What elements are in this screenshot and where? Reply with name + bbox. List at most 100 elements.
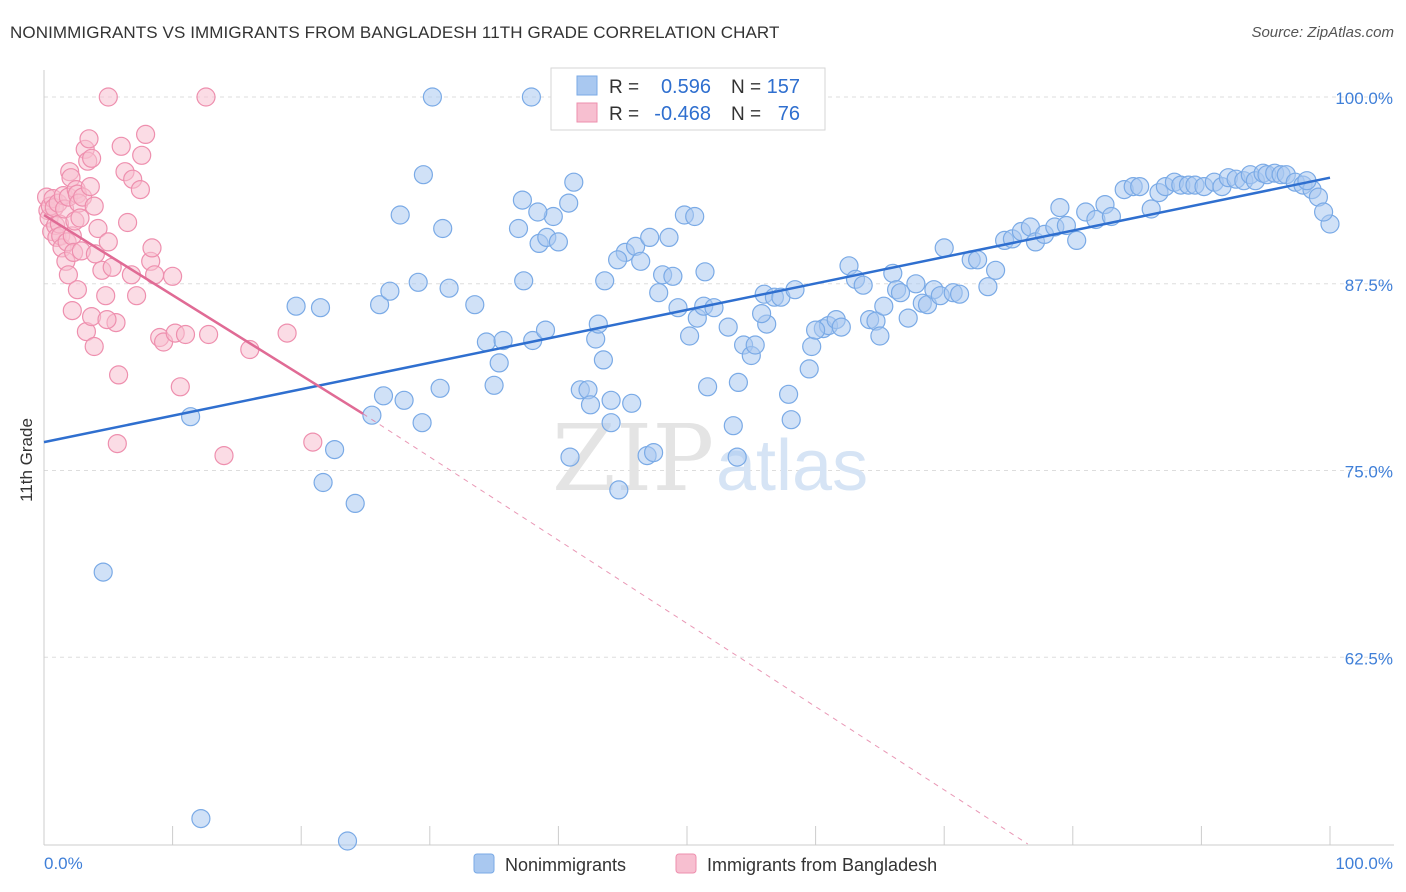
data-point [130,180,150,200]
data-point [98,232,118,252]
data-point [117,212,138,233]
data-point [870,326,890,346]
data-point [695,262,715,282]
data-point [175,324,196,345]
stats-r-label-pink: R = [609,104,639,125]
data-point [728,372,749,392]
y-axis-label: 11th Grade [17,418,36,502]
x-tick-label: 100.0% [1335,854,1393,873]
data-point [313,472,333,493]
stats-r-label-blue: R = [609,77,639,98]
legend-swatch-nonimmigrants [473,853,495,874]
data-point [98,87,118,107]
data-point [593,350,614,370]
data-point [390,205,410,225]
data-point [107,434,127,454]
stats-n-value-blue: 157 [767,76,800,98]
data-point [84,336,104,357]
data-point [799,359,819,379]
data-point [805,320,826,340]
data-point [422,87,442,107]
data-point [303,432,323,452]
watermark: ZIP atlas [552,405,868,512]
data-point [559,193,579,213]
data-point [62,301,82,321]
data-point [727,447,747,467]
data-point [362,405,382,425]
data-point [199,324,219,345]
trend-lines [43,176,1331,845]
data-point [853,275,873,295]
source-label: Source: ZipAtlas.com [1251,24,1394,41]
data-point [697,377,718,397]
stats-r-value-pink: -0.468 [654,103,711,125]
data-point [802,336,822,357]
data-point [649,283,669,303]
stats-n-value-pink: 76 [778,103,800,125]
data-point [514,271,534,291]
data-point [521,87,542,107]
data-point [607,250,628,270]
x-tick-label: 0.0% [44,854,83,873]
data-point [84,196,104,216]
data-point [97,310,117,330]
data-point [643,443,664,463]
data-point [967,250,988,270]
data-point [489,353,509,373]
stats-n-label-pink: N = [731,104,761,125]
data-point [640,227,660,247]
data-point [718,317,738,337]
data-point [88,218,108,239]
data-point [80,177,100,197]
legend-label-bangladesh: Immigrants from Bangladesh [707,855,937,875]
data-point [985,260,1006,280]
data-point [93,562,113,582]
data-point [1050,198,1070,218]
data-point [508,218,529,239]
data-point [609,480,629,500]
trend-line-nonimmigrants [43,176,1331,444]
y-tick-label: 100.0% [1335,89,1393,108]
data-point [286,296,306,316]
data-point [781,410,801,430]
data-point [906,274,926,294]
data-point [196,87,216,107]
data-point [127,286,147,306]
data-point [659,227,679,247]
data-point [108,365,129,385]
data-point [136,124,156,144]
data-point [111,136,131,156]
data-point [528,202,548,222]
data-point [413,165,433,185]
data-point [345,493,365,513]
tick-labels: 62.5% 75.0% 87.5% 100.0% 0.0% 100.0% [44,89,1393,873]
data-point [831,317,851,337]
data-point [439,278,459,298]
y-tick-label: 87.5% [1345,276,1393,295]
data-point [79,129,99,149]
data-point [214,446,234,466]
series-nonimmigrants [93,87,1340,851]
y-tick-label: 75.0% [1345,463,1393,482]
data-point [512,190,533,210]
data-point [191,808,211,829]
watermark-atlas: atlas [716,426,868,506]
data-point [325,440,345,460]
data-point [601,390,621,410]
data-point [535,320,556,340]
data-point [751,304,772,324]
data-point [1067,230,1087,250]
data-point [745,335,765,355]
y-tick-label: 62.5% [1345,649,1393,668]
data-point [465,295,485,315]
data-point [394,390,414,410]
data-point [580,395,601,415]
data-point [484,375,504,395]
data-point [622,393,642,413]
data-point [70,208,90,228]
data-point [1130,177,1150,197]
data-point [96,286,116,306]
data-point [778,384,799,404]
data-point [67,280,88,300]
